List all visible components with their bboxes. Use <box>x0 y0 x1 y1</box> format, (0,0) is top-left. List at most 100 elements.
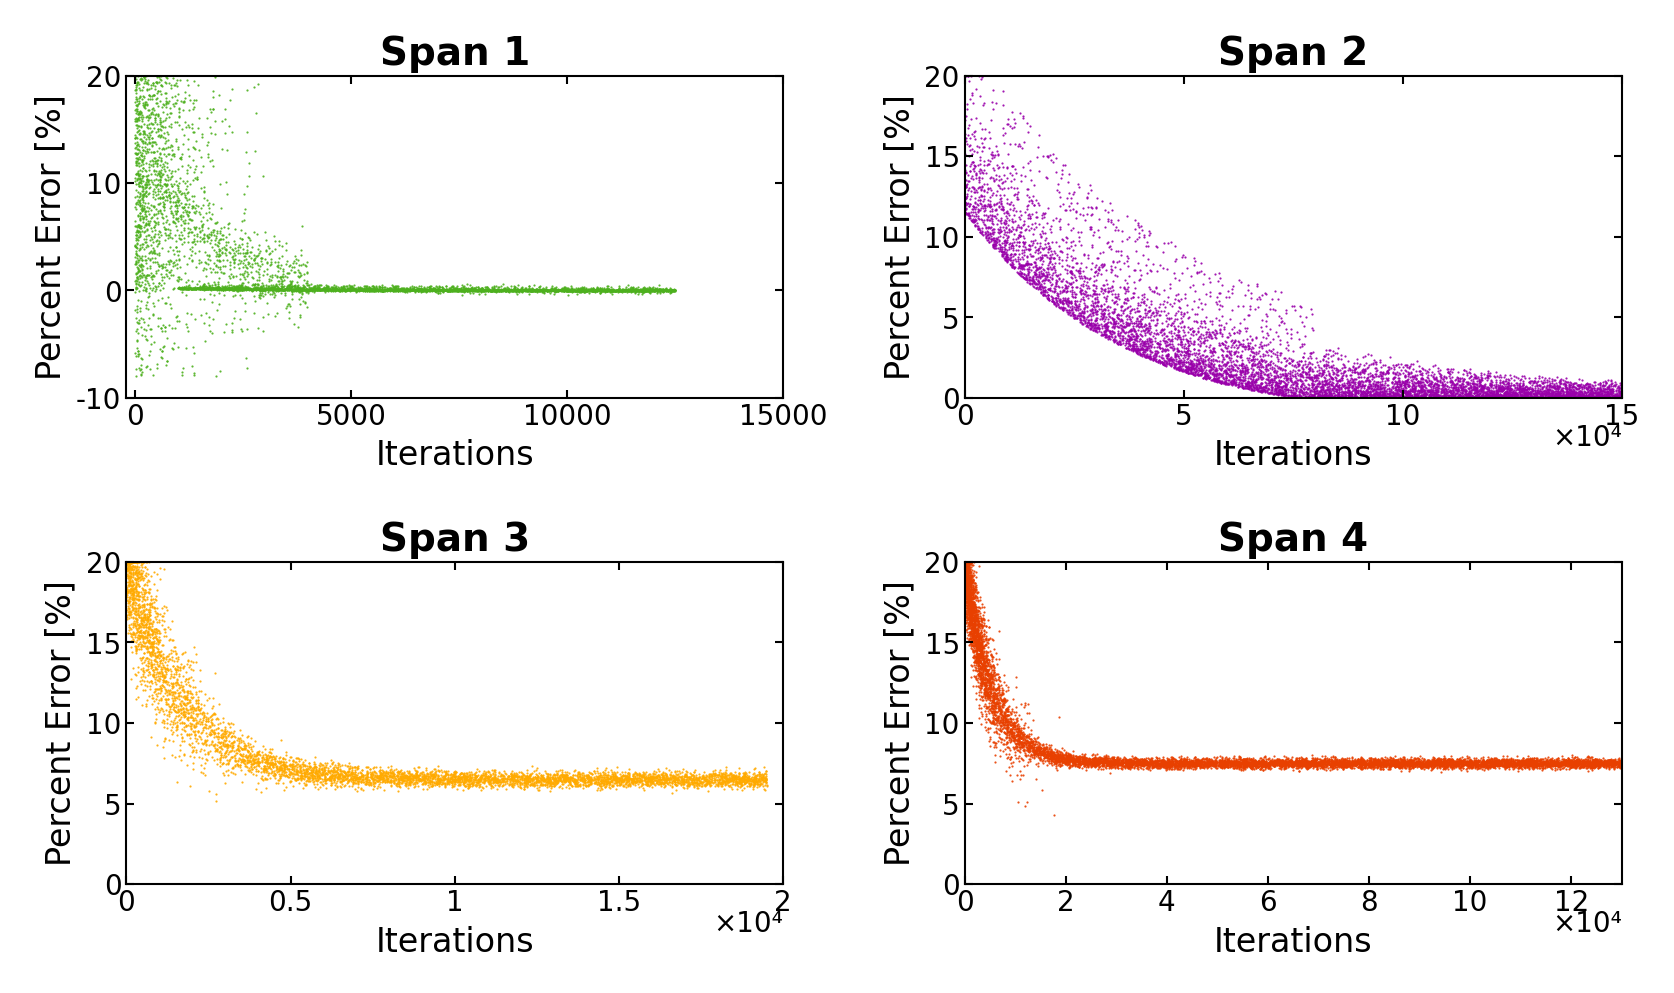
Point <box>136 566 162 582</box>
Point <box>1001 246 1028 262</box>
Point <box>996 742 1023 758</box>
Point <box>206 279 233 295</box>
Point <box>998 168 1024 184</box>
Point <box>1165 758 1192 774</box>
Point <box>1564 385 1590 401</box>
Point <box>424 772 450 787</box>
Point <box>1081 283 1108 299</box>
Point <box>1453 385 1480 401</box>
Point <box>1204 354 1230 369</box>
Point <box>439 283 465 299</box>
Point <box>159 178 186 194</box>
Point <box>1344 382 1371 398</box>
Point <box>1234 754 1261 770</box>
Point <box>425 772 452 787</box>
Point <box>285 772 311 787</box>
Point <box>1204 370 1230 386</box>
Point <box>1480 386 1507 402</box>
Point <box>275 769 301 784</box>
Point <box>161 660 187 676</box>
Point <box>174 185 201 201</box>
Point <box>350 768 377 783</box>
Point <box>234 744 261 760</box>
Point <box>994 146 1021 162</box>
Point <box>400 772 427 787</box>
Point <box>358 771 385 786</box>
Point <box>1036 250 1063 266</box>
Point <box>1522 385 1548 401</box>
Point <box>1560 384 1587 400</box>
Point <box>534 770 561 785</box>
Point <box>671 772 698 787</box>
Point <box>1021 197 1048 213</box>
Point <box>1358 756 1384 772</box>
Point <box>700 769 727 784</box>
Point <box>1391 760 1418 776</box>
Point <box>1488 753 1515 769</box>
Point <box>295 282 321 298</box>
Point <box>239 282 266 298</box>
Point <box>1396 360 1423 376</box>
Point <box>1145 349 1172 364</box>
Point <box>1019 748 1046 764</box>
Point <box>1348 756 1374 772</box>
Point <box>151 685 177 701</box>
Point <box>326 281 353 297</box>
Point <box>1311 754 1338 770</box>
Point <box>1416 383 1443 399</box>
Point <box>546 283 573 299</box>
Point <box>131 181 157 197</box>
Point <box>1316 343 1343 358</box>
Point <box>1480 759 1507 775</box>
Point <box>156 109 182 125</box>
Point <box>325 282 352 298</box>
Point <box>330 280 357 296</box>
Point <box>186 280 213 296</box>
Point <box>1026 740 1053 756</box>
Point <box>628 282 655 298</box>
Point <box>241 306 268 322</box>
Point <box>1202 371 1229 387</box>
Point <box>1065 759 1091 775</box>
Point <box>1187 759 1214 775</box>
Point <box>1343 756 1369 772</box>
Point <box>691 770 718 785</box>
Point <box>1135 330 1162 346</box>
Point <box>367 279 393 295</box>
Point <box>1036 253 1063 269</box>
Point <box>999 691 1026 707</box>
Point <box>994 116 1021 132</box>
Point <box>487 769 514 784</box>
Point <box>239 766 266 781</box>
Point <box>1388 388 1415 404</box>
Point <box>1195 271 1222 287</box>
Point <box>1073 753 1100 769</box>
Point <box>1081 758 1108 774</box>
Point <box>1331 759 1358 775</box>
Point <box>636 284 663 300</box>
Point <box>1267 372 1294 388</box>
Point <box>1366 374 1393 390</box>
Point <box>1167 752 1194 768</box>
Point <box>1210 758 1237 774</box>
Point <box>1138 283 1165 299</box>
Point <box>986 680 1013 696</box>
Point <box>499 769 526 784</box>
Point <box>1490 751 1517 767</box>
Point <box>961 628 988 643</box>
Point <box>1167 755 1194 771</box>
Point <box>459 282 485 298</box>
Point <box>1344 756 1371 772</box>
Point <box>1513 753 1540 769</box>
Point <box>325 772 352 787</box>
Point <box>1564 752 1590 768</box>
Point <box>136 628 162 643</box>
Point <box>1269 758 1296 774</box>
Point <box>953 554 979 570</box>
Point <box>1570 385 1597 401</box>
Point <box>1590 755 1617 771</box>
Point <box>315 762 341 778</box>
Point <box>228 281 254 297</box>
Point <box>1523 389 1550 405</box>
Point <box>1523 756 1550 772</box>
